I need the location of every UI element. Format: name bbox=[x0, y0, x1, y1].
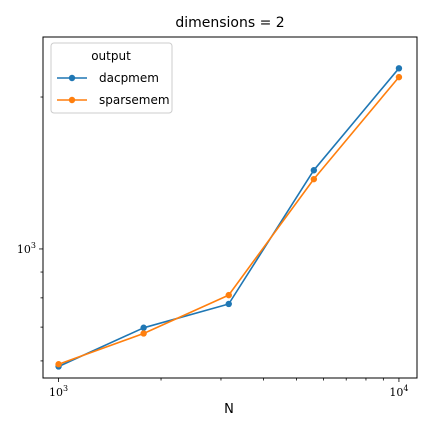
data-point-dacpmem-1 bbox=[140, 324, 147, 331]
data-point-sparsemem-3 bbox=[310, 175, 318, 183]
data-point-dacpmem-2 bbox=[225, 300, 232, 308]
legend-label-sparsemem: sparsemem bbox=[99, 93, 170, 107]
x-axis-label: N bbox=[224, 402, 234, 417]
x-tick-label-1: 104 bbox=[389, 384, 408, 399]
legend: output dacpmem sparsemem bbox=[50, 42, 173, 114]
data-point-sparsemem-0 bbox=[55, 361, 62, 368]
legend-label-dacpmem: dacpmem bbox=[99, 71, 159, 85]
axes-frame bbox=[42, 36, 418, 379]
legend-marker-dacpmem bbox=[68, 74, 76, 82]
y-tick-label-0: 103 bbox=[17, 241, 36, 256]
x-tick-label-0: 103 bbox=[49, 384, 68, 399]
data-point-sparsemem-4 bbox=[395, 73, 403, 81]
legend-title: output bbox=[91, 49, 131, 63]
chart-title: dimensions = 2 bbox=[175, 15, 284, 31]
data-point-dacpmem-4 bbox=[395, 65, 403, 72]
legend-marker-sparsemem bbox=[68, 96, 76, 104]
axis-ticks: 103 104 103 bbox=[17, 96, 408, 399]
legend-entries: dacpmem sparsemem bbox=[57, 71, 170, 107]
data-point-sparsemem-2 bbox=[225, 291, 232, 299]
series-line-sparsemem bbox=[58, 76, 400, 365]
plot-area bbox=[55, 65, 403, 370]
data-point-dacpmem-3 bbox=[310, 167, 318, 174]
data-point-sparsemem-1 bbox=[140, 330, 147, 337]
legend-box bbox=[50, 42, 173, 114]
